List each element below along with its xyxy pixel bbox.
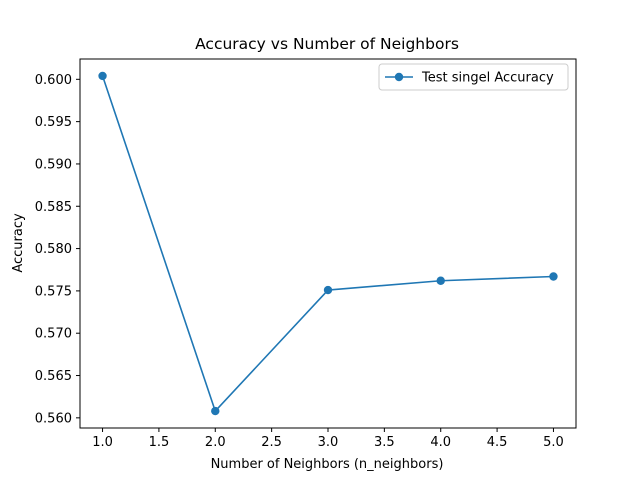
y-tick-label: 0.560 xyxy=(35,411,72,426)
y-tick-label: 0.600 xyxy=(35,73,72,88)
x-tick-label: 2.0 xyxy=(205,435,226,450)
x-axis-ticks: 1.0 1.5 2.0 2.5 3.0 3.5 4.0 4.5 5.0 xyxy=(92,428,564,450)
legend-box xyxy=(378,63,569,91)
x-tick-label: 3.0 xyxy=(318,435,339,450)
x-tick-label: 2.5 xyxy=(261,435,282,450)
x-tick-label: 1.0 xyxy=(92,435,113,450)
y-tick-label: 0.575 xyxy=(35,284,72,299)
data-point xyxy=(436,276,445,285)
x-tick-label: 4.0 xyxy=(430,435,451,450)
x-tick-label: 4.5 xyxy=(487,435,508,450)
data-point xyxy=(98,71,107,81)
y-tick-label: 0.595 xyxy=(35,115,72,130)
series-line xyxy=(101,75,554,412)
y-axis-ticks: 0.560 0.565 0.570 0.575 0.580 0.585 0.590 0.595… xyxy=(35,73,80,426)
x-tick-label: 3.5 xyxy=(374,435,395,450)
x-axis-title: Number of Neighbors (n_neighbors) xyxy=(211,457,444,472)
data-point xyxy=(211,406,220,416)
legend-label: Test singel Accuracy xyxy=(421,71,554,86)
data-point xyxy=(323,285,333,295)
plot-frame xyxy=(79,58,577,429)
series-layer xyxy=(98,71,558,416)
y-tick-label: 0.565 xyxy=(35,369,72,384)
y-axis-title: Accuracy xyxy=(11,213,26,273)
y-tick-label: 0.580 xyxy=(35,242,72,257)
data-point xyxy=(549,272,558,281)
x-tick-label: 5.0 xyxy=(543,435,564,450)
plot-area: 1.0 1.5 2.0 2.5 3.0 3.5 4.0 4.5 5.0 0.5600.5650.… xyxy=(35,58,577,450)
chart-title: Accuracy vs Number of Neighbors xyxy=(195,35,459,53)
y-tick-label: 0.585 xyxy=(35,200,72,215)
x-tick-label: 1.5 xyxy=(149,435,170,450)
y-tick-label: 0.590 xyxy=(35,157,72,172)
y-tick-label: 0.570 xyxy=(35,327,72,342)
legend-marker-swatch xyxy=(394,72,404,82)
legend: Test singel Accuracy xyxy=(378,63,569,91)
